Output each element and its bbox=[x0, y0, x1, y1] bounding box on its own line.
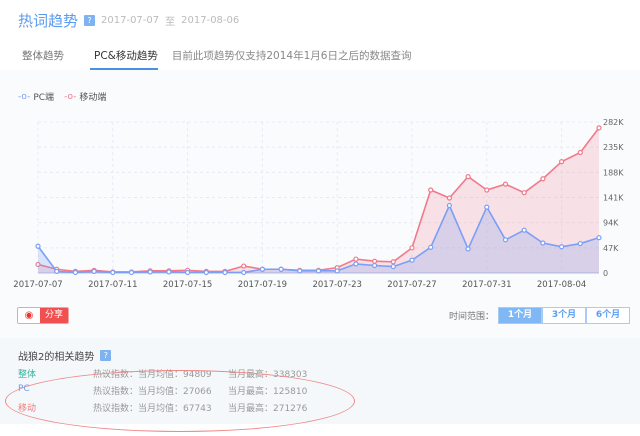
data-point bbox=[428, 244, 434, 250]
header: 热词趋势 ? 2017-07-07 至 2017-08-06 bbox=[18, 10, 239, 31]
tab-note: 目前此项趋势仅支持2014年1月6日之后的数据查询 bbox=[171, 50, 412, 62]
data-point bbox=[558, 159, 565, 165]
data-point bbox=[353, 256, 359, 262]
data-point bbox=[91, 268, 97, 274]
data-point bbox=[521, 190, 527, 196]
highlight-oval bbox=[5, 370, 355, 432]
data-point bbox=[259, 266, 265, 272]
x-tick-label: 2017-08-04 bbox=[537, 280, 586, 290]
y-tick-label: 141K bbox=[603, 194, 624, 203]
chart-legend: -o- PC端 -o- 移动端 bbox=[18, 90, 107, 104]
start-date: 2017-07-07 bbox=[101, 15, 160, 26]
data-point bbox=[185, 269, 191, 276]
data-point bbox=[35, 261, 41, 268]
data-point bbox=[446, 195, 452, 201]
x-tick-label: 2017-07-15 bbox=[163, 280, 212, 290]
data-point bbox=[521, 227, 527, 233]
x-tick-label: 2017-07-31 bbox=[462, 280, 511, 290]
series-area bbox=[38, 205, 599, 273]
help-icon[interactable]: ? bbox=[100, 350, 112, 361]
help-icon[interactable]: ? bbox=[84, 15, 96, 26]
y-tick-label: 0 bbox=[603, 269, 608, 278]
data-point bbox=[147, 269, 153, 275]
x-tick-label: 2017-07-27 bbox=[387, 280, 436, 290]
data-point bbox=[278, 266, 284, 272]
data-point bbox=[372, 262, 378, 269]
tab-bar: 整体趋势 PC&移动趋势 目前此项趋势仅支持2014年1月6日之后的数据查询 bbox=[0, 40, 640, 70]
data-point bbox=[465, 246, 471, 252]
y-tick-label: 235K bbox=[603, 143, 624, 152]
x-tick-label: 2017-07-19 bbox=[238, 280, 287, 290]
time-range: 时间范围： 1个月 3个月 6个月 bbox=[449, 307, 630, 324]
data-point bbox=[558, 244, 565, 250]
range-6-months[interactable]: 6个月 bbox=[586, 307, 630, 324]
x-tick-label: 2017-07-07 bbox=[13, 280, 62, 290]
data-point bbox=[353, 261, 359, 267]
x-tick-label: 2017-07-23 bbox=[312, 280, 361, 290]
related-title-text: 战狼2的相关趋势 bbox=[18, 352, 95, 363]
x-tick-label: 2017-07-11 bbox=[88, 280, 137, 290]
related-title: 战狼2的相关趋势? bbox=[18, 348, 112, 363]
tab-pc-mobile[interactable]: PC&移动趋势 bbox=[90, 40, 158, 70]
data-point bbox=[484, 187, 490, 193]
data-point bbox=[241, 263, 247, 269]
data-point bbox=[428, 187, 434, 193]
y-tick-label: 47K bbox=[603, 244, 619, 253]
data-point bbox=[315, 268, 322, 274]
data-point bbox=[502, 181, 509, 187]
data-point bbox=[203, 269, 209, 276]
data-point bbox=[110, 269, 116, 276]
tab-overall[interactable]: 整体趋势 bbox=[22, 50, 64, 62]
data-point bbox=[465, 174, 471, 180]
data-point bbox=[390, 259, 396, 265]
range-1-month[interactable]: 1个月 bbox=[498, 307, 542, 324]
y-tick-label: 188K bbox=[603, 168, 624, 177]
data-point bbox=[128, 269, 135, 276]
range-3-months[interactable]: 3个月 bbox=[542, 307, 586, 324]
data-point bbox=[484, 204, 490, 210]
share-button[interactable]: ◉ 分享 bbox=[17, 307, 69, 324]
range-label: 时间范围： bbox=[448, 312, 494, 322]
y-tick-label: 94K bbox=[603, 219, 619, 228]
data-point bbox=[222, 269, 228, 276]
row-name: 整体 bbox=[18, 370, 37, 380]
data-point bbox=[166, 269, 172, 275]
data-point bbox=[409, 257, 415, 263]
data-point bbox=[334, 268, 340, 274]
data-point bbox=[540, 240, 546, 246]
legend-mobile[interactable]: -o- 移动端 bbox=[64, 91, 107, 104]
data-point bbox=[372, 258, 378, 264]
weibo-icon: ◉ bbox=[18, 308, 40, 323]
data-point bbox=[596, 125, 602, 131]
trend-chart: 0 47K 94K 141K 188K 235K 282K 2017-07-07 2017-07… bbox=[13, 118, 624, 290]
legend-pc[interactable]: -o- PC端 bbox=[18, 91, 55, 104]
data-point bbox=[577, 149, 583, 156]
legend-marker-icon: -o- bbox=[64, 91, 77, 102]
data-point bbox=[54, 268, 60, 274]
share-label: 分享 bbox=[40, 308, 68, 323]
series-area bbox=[38, 127, 599, 273]
data-point bbox=[540, 176, 546, 182]
data-point bbox=[241, 269, 247, 276]
legend-marker-icon: -o- bbox=[18, 91, 31, 102]
data-point bbox=[577, 240, 583, 247]
data-point bbox=[502, 237, 509, 243]
data-point bbox=[297, 268, 303, 274]
data-point bbox=[596, 235, 602, 241]
data-point bbox=[409, 245, 415, 251]
end-date: 2017-08-06 bbox=[181, 15, 240, 26]
data-point bbox=[35, 243, 41, 249]
data-point bbox=[390, 263, 396, 270]
chart-panel bbox=[0, 70, 640, 338]
data-point bbox=[72, 269, 79, 276]
page-title: 热词趋势 bbox=[18, 12, 79, 30]
date-separator: 至 bbox=[165, 17, 176, 28]
data-point bbox=[446, 202, 452, 209]
y-tick-label: 282K bbox=[603, 118, 624, 127]
